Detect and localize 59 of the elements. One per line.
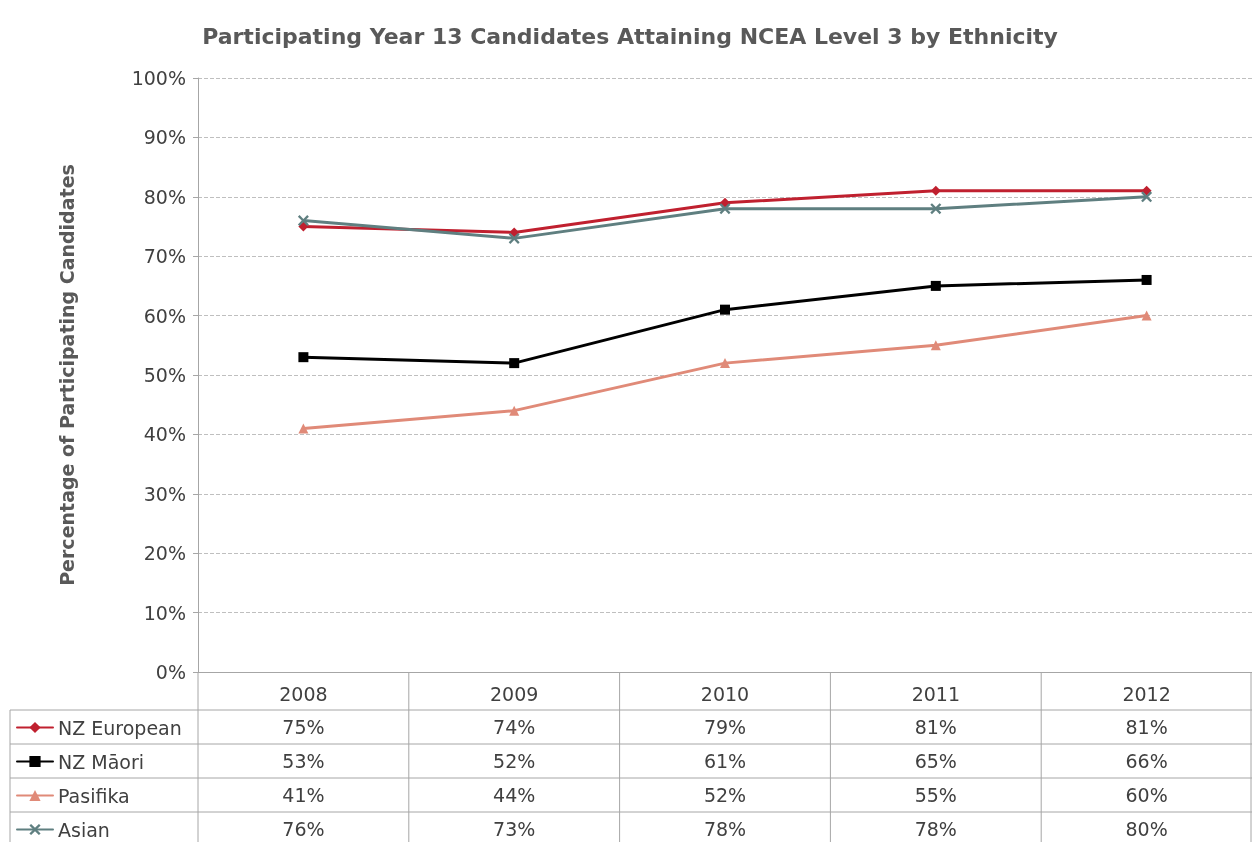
x-tick-label: 2012	[1122, 682, 1171, 705]
point	[720, 197, 730, 208]
data-label: 66%	[1125, 750, 1168, 772]
data-label: 53%	[282, 750, 325, 772]
point	[297, 215, 309, 227]
point	[720, 358, 730, 369]
point	[930, 340, 941, 351]
data-label: 60%	[1125, 784, 1168, 806]
point	[930, 280, 941, 291]
data-label: 78%	[914, 818, 957, 840]
data-label: 73%	[493, 818, 536, 840]
y-tick-label: 70%	[143, 245, 186, 268]
data-label: 41%	[282, 784, 325, 806]
data-label: 75%	[282, 716, 325, 738]
y-tick-label: 60%	[143, 304, 186, 327]
data-label: 52%	[493, 750, 536, 772]
data-label: 65%	[914, 750, 957, 772]
point	[1141, 310, 1152, 321]
point	[930, 203, 942, 215]
point	[298, 423, 309, 434]
point	[719, 203, 731, 215]
y-tick-label: 100%	[131, 67, 186, 89]
point	[930, 185, 941, 196]
data-label: 52%	[703, 784, 747, 806]
y-tick-label: 10%	[143, 601, 186, 624]
x-tick-label: 2009	[490, 682, 539, 705]
data-label: 79%	[703, 716, 747, 738]
point	[1141, 191, 1153, 203]
y-tick-label: 30%	[143, 482, 186, 505]
x-tick-label: 2008	[279, 682, 328, 705]
chart-title: Participating Year 13 Candidates Attaining NCEA Level 3 by Ethnicity	[202, 23, 1058, 49]
point	[720, 304, 730, 315]
data-label: 55%	[914, 784, 957, 806]
data-label: 78%	[703, 818, 747, 840]
data-label: 76%	[282, 818, 325, 840]
legend-label: Pasifika	[58, 784, 130, 807]
data-label: 81%	[1125, 716, 1168, 738]
y-tick-label: 0%	[155, 661, 186, 683]
y-tick-label: 80%	[143, 185, 186, 208]
x-tick-label: 2011	[911, 682, 960, 705]
data-label: 74%	[493, 716, 536, 738]
point	[508, 232, 520, 244]
y-tick-label: 20%	[143, 542, 186, 565]
point	[1141, 274, 1152, 285]
legend-label: NZ European	[58, 716, 182, 739]
y-tick-label: 50%	[143, 364, 186, 386]
data-label: 44%	[493, 784, 536, 806]
point	[509, 358, 520, 369]
legend-label: Asian	[58, 818, 110, 841]
x-tick-label: 2010	[700, 682, 750, 705]
legend-label: NZ Māori	[58, 750, 145, 773]
data-label: 61%	[703, 750, 747, 772]
data-label: 81%	[914, 716, 957, 738]
y-tick-label: 90%	[143, 126, 186, 149]
data-label: 80%	[1125, 818, 1168, 840]
point	[298, 352, 309, 363]
y-axis-title: Percentage of Participating Candidates	[55, 164, 78, 586]
y-tick-label: 40%	[143, 423, 186, 446]
point	[509, 405, 520, 416]
